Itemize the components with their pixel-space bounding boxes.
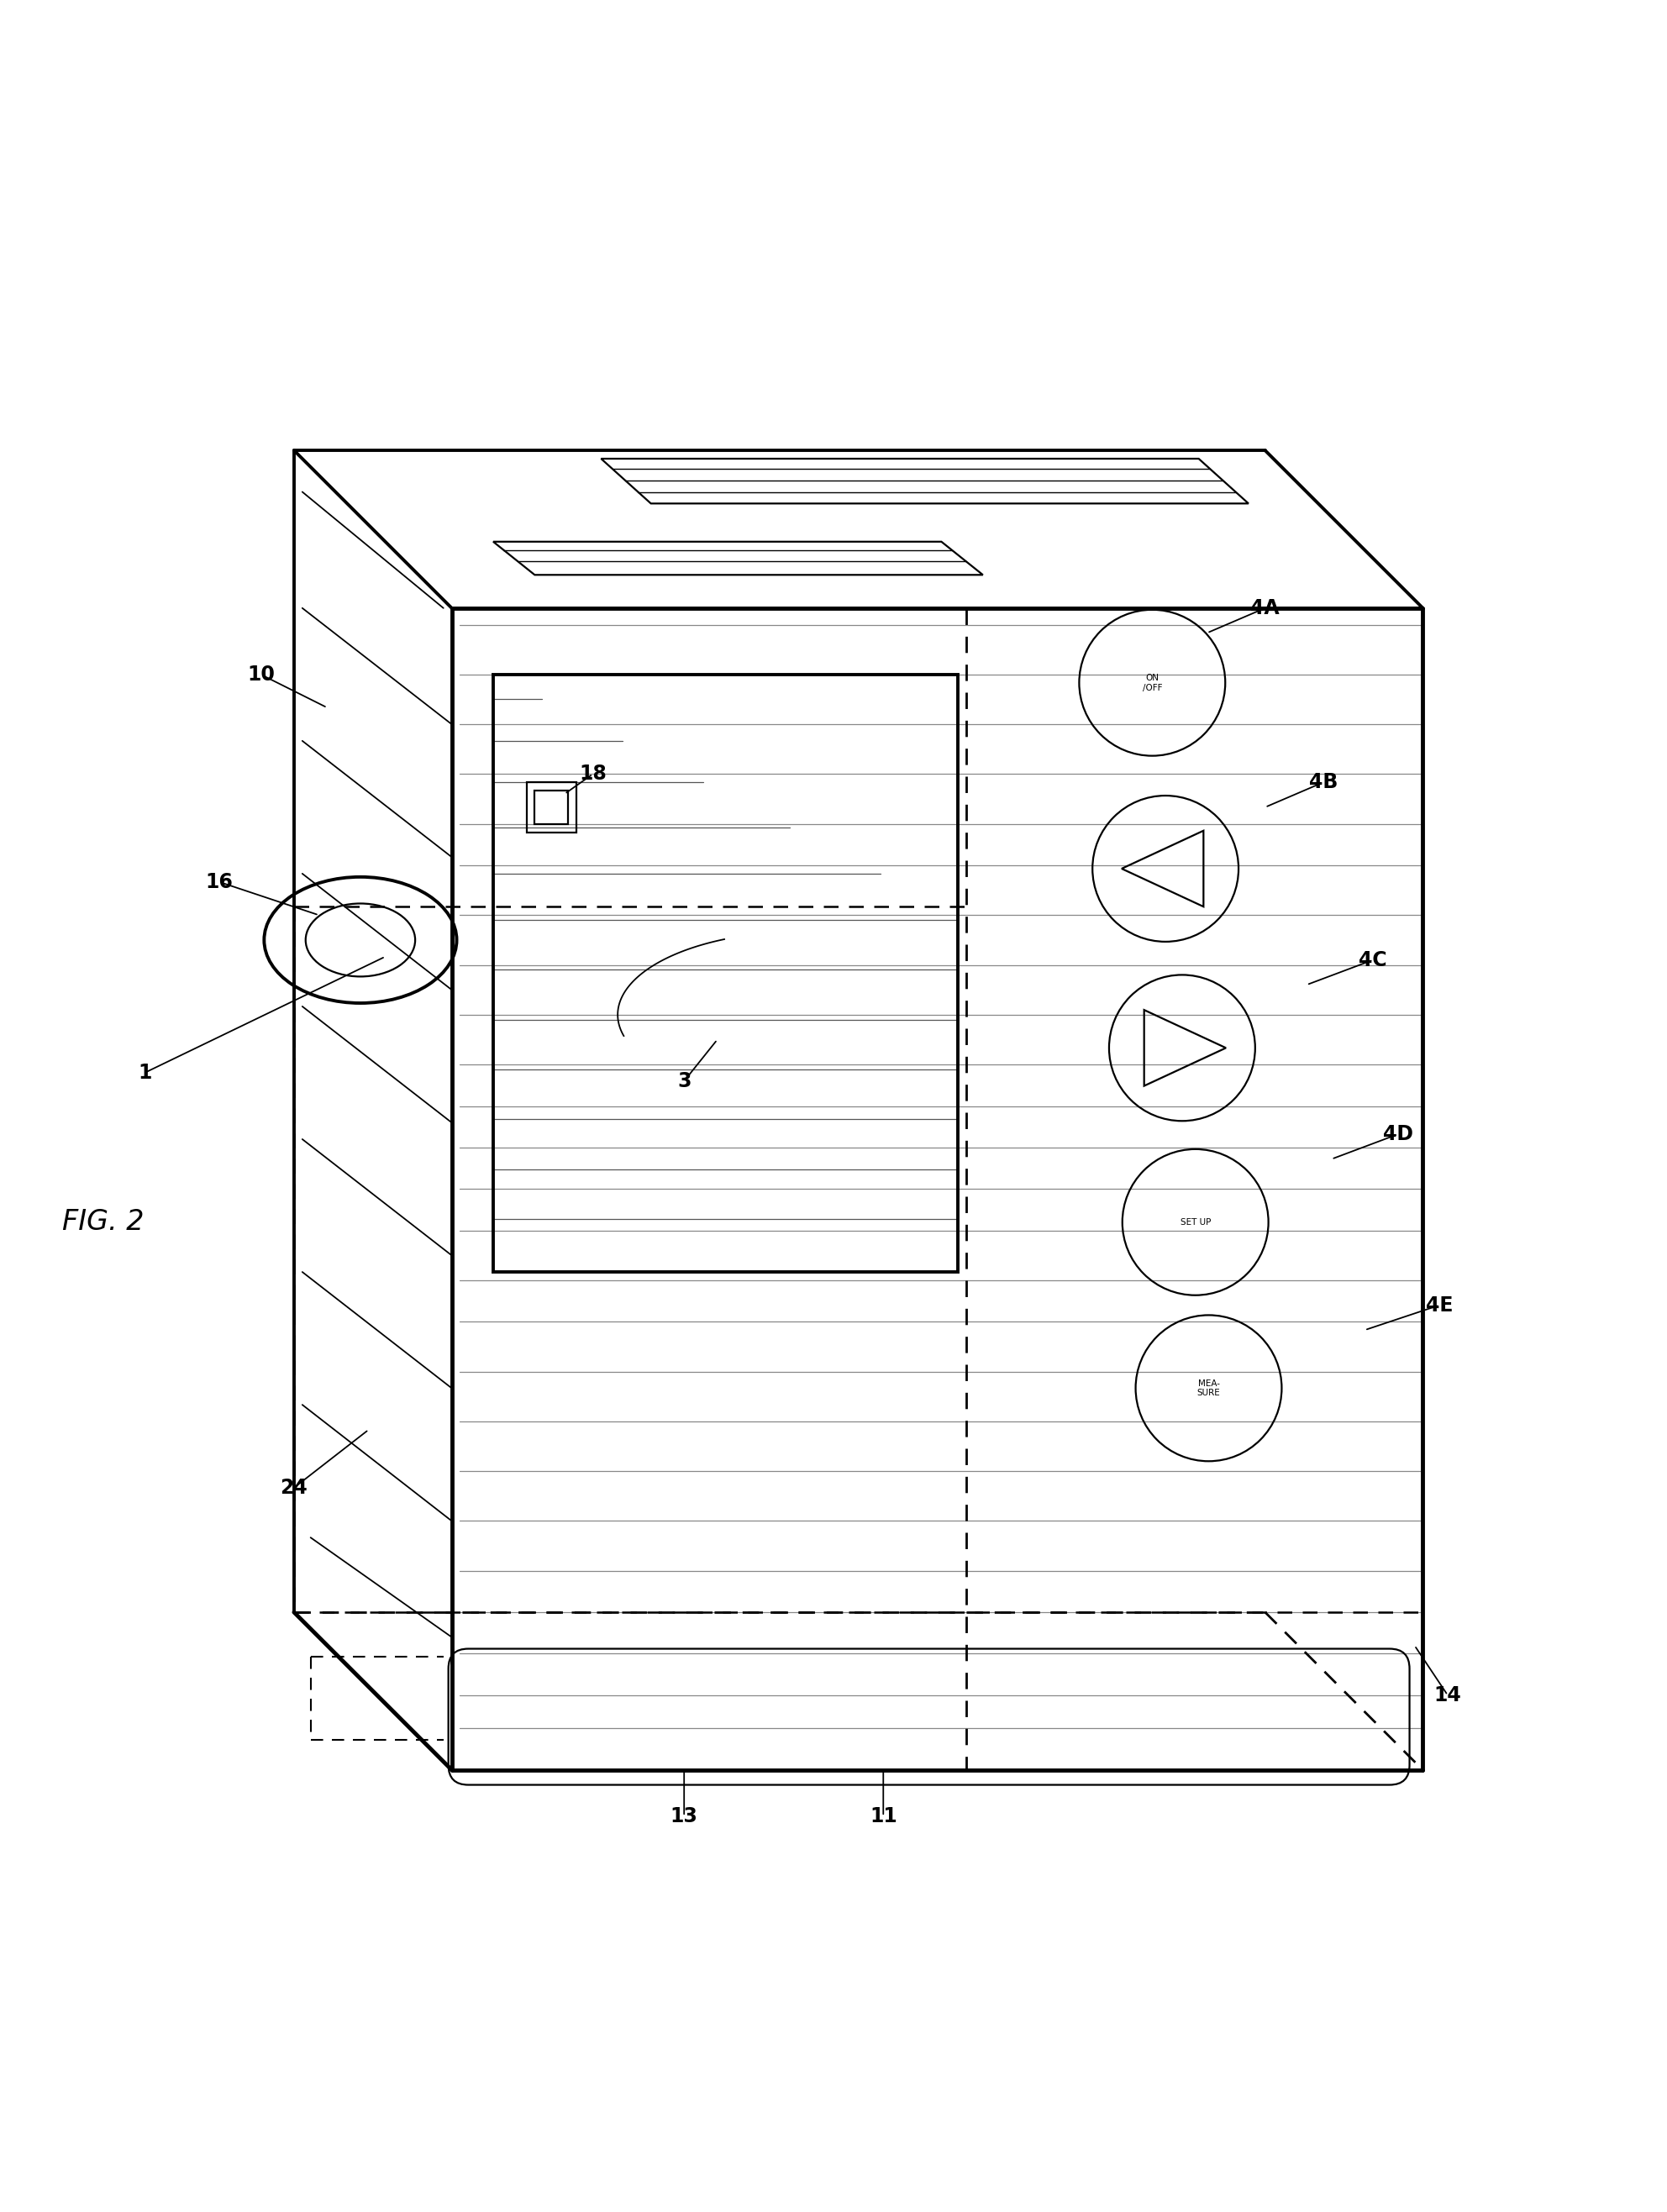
Text: 4A: 4A: [1250, 597, 1280, 617]
Text: 4C: 4C: [1359, 949, 1387, 971]
Text: 18: 18: [578, 763, 607, 783]
Text: 4B: 4B: [1309, 772, 1337, 792]
Text: 11: 11: [870, 1807, 897, 1827]
Text: 16: 16: [205, 872, 233, 891]
Text: 10: 10: [247, 664, 275, 684]
Text: 13: 13: [670, 1807, 698, 1827]
Text: 3: 3: [677, 1071, 692, 1091]
Text: 4D: 4D: [1382, 1124, 1414, 1144]
Bar: [535, 790, 568, 823]
Bar: [527, 783, 577, 832]
Text: 14: 14: [1434, 1686, 1462, 1705]
Text: MEA-
SURE: MEA- SURE: [1197, 1378, 1220, 1398]
Text: FIG. 2: FIG. 2: [62, 1208, 143, 1237]
Text: 1: 1: [138, 1062, 152, 1084]
Text: SET UP: SET UP: [1180, 1219, 1210, 1225]
Text: 4E: 4E: [1425, 1294, 1454, 1316]
Text: ON
/OFF: ON /OFF: [1142, 675, 1162, 692]
Text: 24: 24: [280, 1478, 308, 1498]
